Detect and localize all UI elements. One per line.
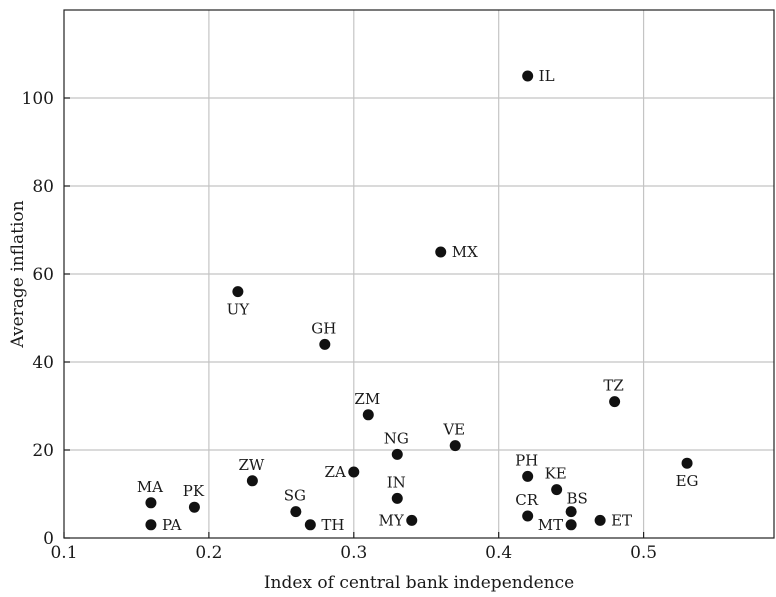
axis-ticks: 0.1 0.2 0.3 0.4 0.5 0 20 40 60 80 100 — [22, 89, 658, 563]
data-point-il: IL — [522, 67, 555, 85]
x-tick-label: 0.5 — [630, 543, 657, 563]
point-marker — [522, 510, 534, 522]
data-point-ve: VE — [442, 421, 465, 452]
point-marker — [319, 338, 331, 350]
point-marker — [681, 457, 693, 469]
point-label: KE — [545, 465, 567, 483]
point-marker — [391, 448, 403, 460]
data-points: IL MX UY GH TZ ZM VE NG EG ZA PH ZW KE IN MA PK SG BS CR MY… — [137, 67, 699, 534]
point-label: MY — [378, 511, 404, 529]
point-marker — [188, 501, 200, 513]
point-label: ZM — [354, 390, 380, 408]
point-marker — [391, 492, 403, 504]
point-marker — [246, 475, 258, 487]
data-point-zw: ZW — [238, 456, 265, 487]
point-label: MX — [452, 243, 478, 261]
point-label: ZW — [238, 456, 264, 474]
grid-lines — [64, 10, 774, 538]
data-point-th: TH — [304, 516, 344, 534]
y-tick-label: 0 — [43, 529, 54, 549]
y-tick-label: 60 — [32, 265, 54, 285]
data-point-bs: BS — [565, 490, 588, 518]
point-label: PK — [183, 482, 205, 500]
point-label: TH — [321, 516, 344, 534]
point-marker — [565, 519, 577, 531]
data-point-in: IN — [387, 473, 406, 504]
point-label: IN — [387, 473, 406, 491]
point-marker — [522, 70, 534, 82]
data-point-pa: PA — [145, 516, 182, 534]
point-label: NG — [384, 429, 409, 447]
data-point-zm: ZM — [354, 390, 380, 421]
data-point-gh: GH — [311, 319, 336, 350]
data-point-za: ZA — [325, 463, 360, 481]
y-tick-label: 40 — [32, 353, 54, 373]
point-marker — [522, 470, 534, 482]
point-label: TZ — [603, 377, 623, 395]
point-marker — [609, 396, 621, 408]
point-marker — [304, 519, 316, 531]
point-marker — [290, 506, 302, 518]
point-label: VE — [442, 421, 465, 439]
point-label: MT — [538, 516, 563, 534]
data-point-tz: TZ — [603, 377, 624, 408]
x-axis-title: Index of central bank independence — [264, 573, 574, 593]
y-axis-title: Average inflation — [8, 200, 28, 348]
x-tick-label: 0.2 — [195, 543, 222, 563]
point-marker — [551, 484, 563, 496]
data-point-ng: NG — [384, 429, 409, 460]
x-tick-label: 0.3 — [340, 543, 367, 563]
point-label: ZA — [325, 463, 346, 481]
point-marker — [449, 440, 461, 452]
point-label: IL — [539, 67, 555, 85]
point-label: PH — [515, 451, 538, 469]
data-point-eg: EG — [676, 457, 699, 490]
point-label: CR — [515, 491, 538, 509]
point-marker — [435, 246, 447, 258]
data-point-et: ET — [594, 511, 632, 529]
point-marker — [348, 466, 360, 478]
data-point-ma: MA — [137, 478, 163, 509]
data-point-ph: PH — [515, 451, 538, 482]
point-label: GH — [311, 319, 336, 337]
point-label: MA — [137, 478, 163, 496]
y-tick-label: 20 — [32, 441, 54, 461]
point-marker — [594, 514, 606, 526]
point-marker — [362, 409, 374, 421]
data-point-mt: MT — [538, 516, 577, 534]
point-label: ET — [611, 511, 632, 529]
data-point-sg: SG — [284, 487, 306, 518]
point-label: SG — [284, 487, 306, 505]
point-label: UY — [227, 301, 251, 319]
y-tick-label: 80 — [32, 177, 54, 197]
point-marker — [406, 514, 418, 526]
data-point-mx: MX — [435, 243, 478, 261]
x-tick-label: 0.4 — [485, 543, 512, 563]
point-marker — [145, 497, 157, 509]
x-tick-label: 0.1 — [50, 543, 77, 563]
data-point-ke: KE — [545, 465, 567, 496]
point-label: EG — [676, 472, 699, 490]
data-point-uy: UY — [227, 286, 251, 319]
data-point-cr: CR — [515, 491, 539, 522]
point-marker — [565, 506, 577, 518]
point-label: PA — [162, 516, 182, 534]
data-point-my: MY — [378, 511, 418, 529]
data-point-pk: PK — [183, 482, 205, 513]
y-tick-label: 100 — [22, 89, 54, 109]
point-marker — [232, 286, 244, 298]
point-label: BS — [566, 490, 587, 508]
point-marker — [145, 519, 157, 531]
